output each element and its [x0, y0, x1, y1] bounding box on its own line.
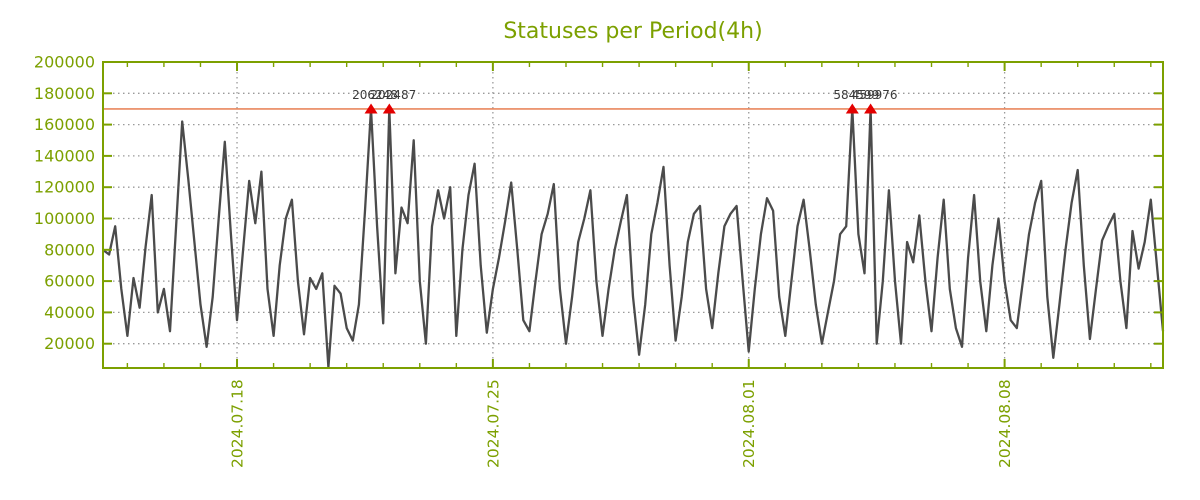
y-tick-label: 140000	[34, 146, 95, 165]
spike-marker-icon	[382, 103, 396, 114]
x-tick-label: 2024.08.08	[996, 379, 1014, 468]
y-tick-label: 200000	[34, 53, 95, 72]
y-tick-label: 100000	[34, 209, 95, 228]
spike-annotation-label: 202487	[370, 88, 416, 102]
y-axis-labels: 20000 40000 60000 80000 100000 120000 140000 16…	[34, 53, 95, 354]
x-axis-labels: 2024.07.18 2024.07.25 2024.08.01 2024.08.08	[229, 379, 1015, 468]
y-tick-label: 20000	[44, 334, 95, 353]
y-tick-label: 60000	[44, 272, 95, 291]
data-series	[102, 107, 1165, 369]
y-tick-label: 80000	[44, 240, 95, 259]
chart-title: Statuses per Period(4h)	[503, 19, 762, 44]
spike-marker-icon	[864, 103, 878, 114]
spike-markers	[364, 103, 878, 114]
spike-annotation-label: 459976	[852, 88, 898, 102]
gridlines	[103, 62, 1163, 368]
spike-annotation-label: 206248	[352, 88, 398, 102]
x-tick-label: 2024.07.18	[229, 379, 247, 468]
plot-border	[102, 61, 1164, 369]
y-tick-label: 160000	[34, 115, 95, 134]
tick-marks	[103, 61, 1163, 368]
y-tick-label: 40000	[44, 303, 95, 322]
data-polyline	[102, 107, 1165, 369]
y-tick-label: 120000	[34, 178, 95, 197]
plot-border-rect	[102, 61, 1164, 369]
x-tick-label: 2024.07.25	[484, 379, 502, 468]
spike-marker-icon	[845, 103, 859, 114]
spike-annotation-label: 584599	[833, 88, 879, 102]
x-tick-label: 2024.08.01	[740, 379, 758, 468]
spike-marker-icon	[364, 103, 378, 114]
y-tick-label: 180000	[34, 84, 95, 103]
